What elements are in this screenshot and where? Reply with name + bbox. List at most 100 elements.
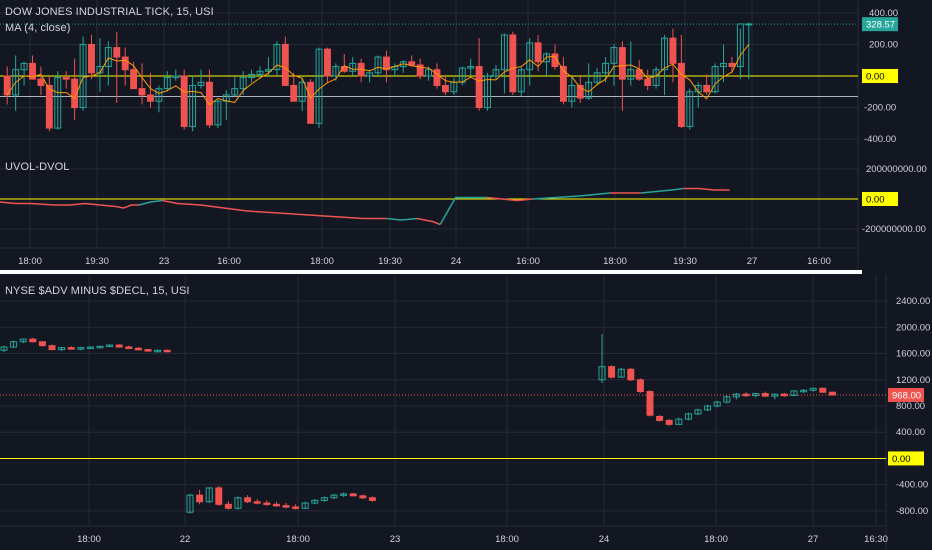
candle-body bbox=[180, 75, 188, 127]
candle-body bbox=[416, 64, 424, 77]
zero-tag: 0.00 bbox=[892, 454, 911, 465]
candle-body bbox=[0, 346, 8, 351]
uvol-dvol-line bbox=[439, 196, 487, 225]
x-tick-label: 19:30 bbox=[378, 256, 402, 267]
candle-body bbox=[113, 47, 121, 58]
uvol-dvol-chart[interactable]: 200000000.00 -200000000.00 0.00 18:00 19:30 2… bbox=[0, 152, 932, 270]
candle-body bbox=[543, 53, 550, 63]
x-tick-label: 19:30 bbox=[673, 256, 697, 267]
x-tick-label: 27 bbox=[808, 534, 819, 545]
candle-body bbox=[186, 494, 194, 513]
candle-body bbox=[3, 75, 11, 96]
candle-body bbox=[819, 387, 827, 393]
candle-body bbox=[106, 344, 114, 348]
candle-body bbox=[58, 347, 66, 351]
candle-body bbox=[517, 69, 525, 93]
candle-body bbox=[686, 91, 694, 127]
candle-body bbox=[20, 62, 28, 71]
uvol-dvol-pane[interactable]: 200000000.00 -200000000.00 0.00 18:00 19:30 2… bbox=[0, 152, 932, 270]
candle-body bbox=[144, 349, 152, 352]
candle-body bbox=[736, 23, 744, 68]
candle-body bbox=[115, 344, 123, 348]
adv-decl-chart[interactable]: 2400.00 2000.00 1600.00 1200.00 800.00 400.00… bbox=[0, 274, 932, 550]
uvol-dvol-line bbox=[416, 217, 441, 226]
last-value-tag: 968.00 bbox=[892, 390, 921, 401]
candle-body bbox=[374, 56, 382, 74]
candle-body bbox=[125, 346, 133, 349]
zero-tag-bg bbox=[862, 192, 898, 206]
candle-body bbox=[253, 501, 261, 504]
candle-body bbox=[675, 418, 683, 425]
candle-body bbox=[568, 84, 576, 102]
candle-body bbox=[298, 81, 306, 102]
candle-body bbox=[704, 405, 712, 411]
candle-body bbox=[307, 81, 315, 124]
candle-body bbox=[163, 349, 171, 353]
candle-body bbox=[234, 497, 242, 509]
x-tick-label: 18:00 bbox=[286, 534, 310, 545]
candle-body bbox=[172, 75, 180, 79]
x-tick-label: 18:00 bbox=[18, 256, 42, 267]
candle-body bbox=[593, 72, 601, 83]
candle-body bbox=[37, 78, 45, 86]
candle-body bbox=[652, 69, 660, 86]
candle-body bbox=[79, 43, 87, 109]
candle-body bbox=[281, 43, 289, 86]
candle-body bbox=[617, 368, 625, 378]
candle-body bbox=[332, 66, 340, 77]
last-value-tag: 328.57 bbox=[866, 20, 895, 31]
adv-decl-pane[interactable]: 2400.00 2000.00 1600.00 1200.00 800.00 400.00… bbox=[0, 274, 932, 550]
x-tick-label: 18:00 bbox=[77, 534, 101, 545]
candle-body bbox=[576, 84, 584, 99]
candle-body bbox=[224, 503, 232, 509]
candle-body bbox=[244, 497, 252, 503]
candle-body bbox=[694, 409, 702, 415]
candle-body bbox=[408, 61, 416, 66]
candle-body bbox=[598, 366, 606, 381]
y-tick-label: -200.00 bbox=[864, 103, 896, 114]
last-value-tag-bg bbox=[888, 387, 924, 402]
candle-body bbox=[349, 62, 357, 72]
candle-body bbox=[104, 47, 112, 68]
candle-body bbox=[780, 393, 788, 397]
candle-body bbox=[67, 347, 75, 350]
candle-body bbox=[742, 393, 750, 397]
candle-body bbox=[526, 42, 534, 71]
uvol-dvol-line bbox=[486, 196, 533, 202]
tick-chart[interactable]: 400.00 200.00 -200.00 -400.00 328.57 0.00 bbox=[0, 0, 932, 152]
candle-body bbox=[134, 347, 142, 351]
candle-body bbox=[86, 346, 94, 349]
candle-body bbox=[130, 69, 138, 90]
y-tick-label: 800.00 bbox=[896, 401, 925, 412]
zero-tag-bg bbox=[888, 451, 924, 466]
candle-body bbox=[771, 393, 779, 397]
candle-body bbox=[500, 34, 508, 71]
candle-body bbox=[661, 37, 668, 71]
candle-body bbox=[669, 37, 677, 64]
pane-separator[interactable] bbox=[0, 270, 862, 274]
candle-body bbox=[349, 493, 357, 497]
candle-body bbox=[215, 487, 223, 505]
uvol-dvol-line bbox=[640, 187, 684, 194]
candle-body bbox=[441, 84, 449, 93]
ma-label: MA (4, close) bbox=[5, 22, 71, 34]
candle-body bbox=[12, 69, 20, 96]
tick-chart-title: DOW JONES INDUSTRIAL TICK, 15, USI bbox=[5, 6, 214, 18]
candle-body bbox=[809, 387, 817, 391]
tick-pane[interactable]: 400.00 200.00 -200.00 -400.00 328.57 0.00 DOW… bbox=[0, 0, 932, 152]
candle-body bbox=[71, 78, 79, 109]
candle-body bbox=[559, 66, 567, 102]
candle-body bbox=[627, 368, 635, 381]
candle-body bbox=[433, 69, 441, 86]
adv-decl-title: NYSE $ADV MINUS $DECL, 15, USI bbox=[5, 285, 190, 297]
candle-body bbox=[728, 62, 736, 68]
candle-body bbox=[45, 84, 53, 129]
candle-body bbox=[732, 393, 740, 398]
y-tick-label: 1600.00 bbox=[896, 349, 930, 360]
candle-body bbox=[340, 493, 348, 496]
candle-body bbox=[665, 419, 673, 425]
candle-body bbox=[602, 62, 609, 74]
candle-body bbox=[121, 56, 129, 71]
y-tick-label: -400.00 bbox=[864, 134, 896, 145]
candle-body bbox=[197, 81, 205, 86]
